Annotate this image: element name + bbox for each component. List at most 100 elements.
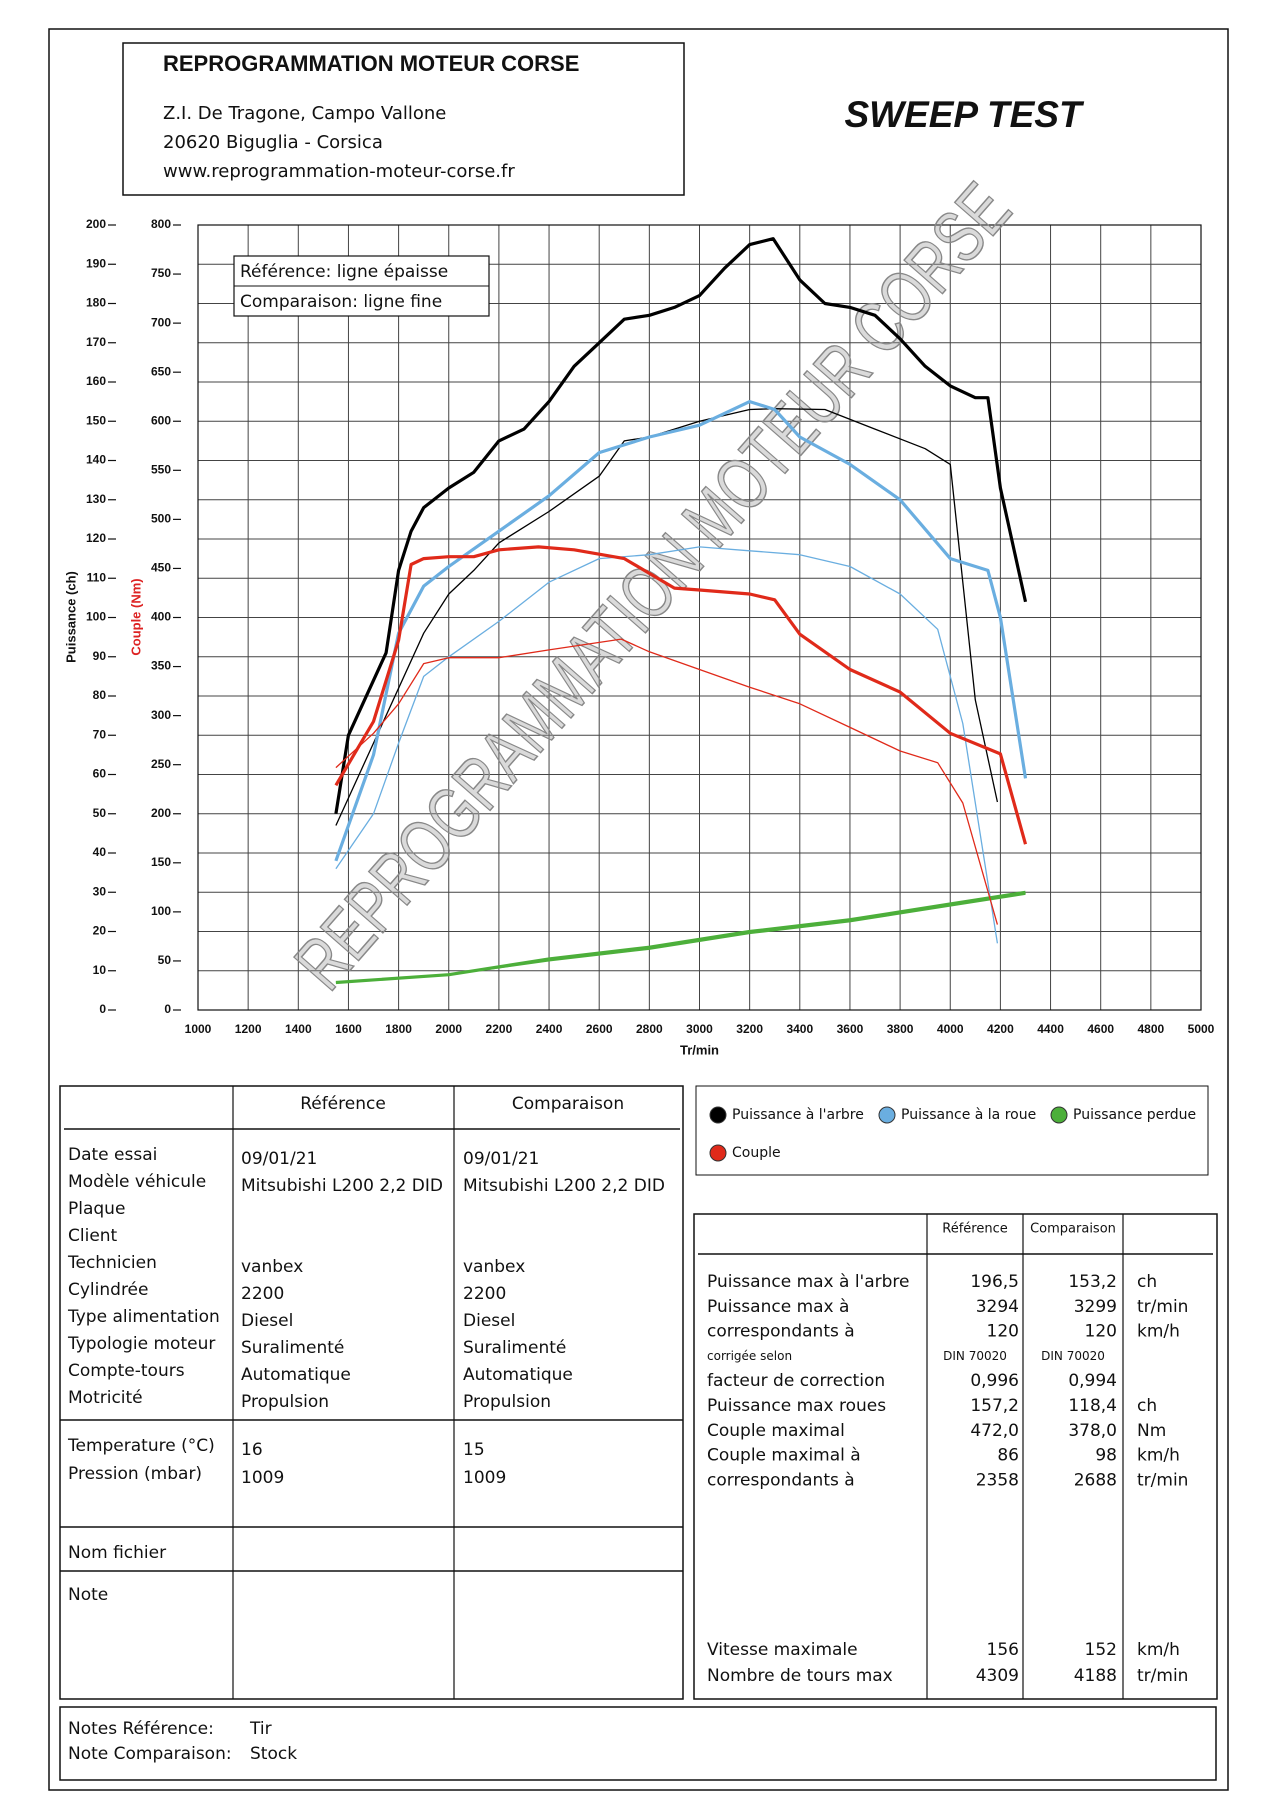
y2-tick-label: 450 bbox=[151, 561, 171, 575]
results-comp: 4188 bbox=[1074, 1666, 1117, 1686]
x-tick-label: 4000 bbox=[937, 1022, 964, 1036]
results-table-box bbox=[693, 1213, 1218, 1700]
x-tick-label: 3600 bbox=[837, 1022, 864, 1036]
curve-comparison bbox=[335, 893, 1026, 984]
info-label: Compte-tours bbox=[68, 1361, 185, 1381]
curve-comparison bbox=[335, 546, 999, 944]
results-label: Puissance max à l'arbre bbox=[707, 1272, 910, 1292]
info-label: Technicien bbox=[67, 1253, 157, 1273]
x-axis-label: Tr/min bbox=[680, 1042, 719, 1057]
results-label: Nombre de tours max bbox=[707, 1666, 893, 1686]
curve-reference bbox=[335, 890, 1026, 985]
y2-tick-label: 650 bbox=[151, 364, 171, 378]
y-tick-label: 100 bbox=[86, 610, 106, 624]
info-value: Propulsion bbox=[463, 1392, 551, 1412]
note-label: Notes Référence: bbox=[68, 1719, 214, 1739]
curve-reference bbox=[334, 545, 1028, 845]
legend-entry: Puissance à la roue bbox=[901, 1107, 1036, 1123]
address-line: Z.I. De Tragone, Campo Vallone bbox=[163, 103, 446, 124]
y-tick-label: 130 bbox=[86, 492, 106, 506]
info-value: 1009 bbox=[463, 1468, 506, 1488]
x-tick-label: 3800 bbox=[887, 1022, 914, 1036]
results-comp: DIN 70020 bbox=[1041, 1349, 1105, 1363]
results-ref: 472,0 bbox=[970, 1421, 1019, 1441]
y2-tick-label: 0 bbox=[164, 1002, 171, 1016]
x-tick-label: 1600 bbox=[335, 1022, 362, 1036]
y2-tick-label: 500 bbox=[151, 512, 171, 526]
company-name: REPROGRAMMATION MOTEUR CORSE bbox=[163, 51, 579, 76]
x-tick-label: 3400 bbox=[786, 1022, 813, 1036]
results-unit: tr/min bbox=[1137, 1470, 1188, 1490]
info-label: Motricité bbox=[68, 1388, 143, 1408]
curve-comparison bbox=[335, 408, 999, 826]
legend-marker bbox=[1050, 1106, 1068, 1124]
y-tick-label: 40 bbox=[93, 845, 107, 859]
info-label: Note bbox=[68, 1585, 108, 1605]
info-label: Pression (mbar) bbox=[68, 1464, 202, 1484]
y-tick-label: 10 bbox=[93, 963, 107, 977]
info-label: Client bbox=[68, 1226, 118, 1246]
info-value: Mitsubishi L200 2,2 DID bbox=[241, 1176, 443, 1196]
results-label: corrigée selon bbox=[707, 1349, 792, 1363]
y2-tick-label: 600 bbox=[151, 413, 171, 427]
y2-tick-label: 200 bbox=[151, 806, 171, 820]
results-ref: 0,996 bbox=[970, 1371, 1019, 1391]
y-tick-label: 20 bbox=[93, 924, 107, 938]
results-label: facteur de correction bbox=[707, 1371, 885, 1391]
info-value: 1009 bbox=[241, 1468, 284, 1488]
results-unit: ch bbox=[1137, 1272, 1157, 1292]
y-tick-label: 0 bbox=[99, 1002, 106, 1016]
address-line: 20620 Biguglia - Corsica bbox=[163, 132, 383, 153]
results-label: correspondants à bbox=[707, 1470, 855, 1490]
results-ref: 120 bbox=[987, 1322, 1019, 1342]
legend-entry: Puissance perdue bbox=[1073, 1107, 1196, 1123]
note-value: Stock bbox=[250, 1744, 297, 1764]
y-tick-label: 190 bbox=[86, 256, 106, 270]
legend-entry: Puissance à l'arbre bbox=[732, 1107, 864, 1123]
info-value: Mitsubishi L200 2,2 DID bbox=[463, 1176, 665, 1196]
results-comp: 0,994 bbox=[1068, 1371, 1117, 1391]
curve-reference bbox=[334, 400, 1028, 862]
info-value: Diesel bbox=[241, 1311, 293, 1331]
legend-box bbox=[695, 1085, 1209, 1176]
results-unit: km/h bbox=[1137, 1322, 1180, 1342]
note-label: Note Comparaison: bbox=[68, 1744, 232, 1764]
x-tick-label: 1000 bbox=[185, 1022, 212, 1036]
x-tick-label: 3200 bbox=[736, 1022, 763, 1036]
results-comp: 152 bbox=[1085, 1640, 1117, 1660]
y-tick-label: 70 bbox=[93, 727, 107, 741]
x-tick-label: 4200 bbox=[987, 1022, 1014, 1036]
results-label: correspondants à bbox=[707, 1322, 855, 1342]
x-tick-label: 2000 bbox=[435, 1022, 462, 1036]
address-line: www.reprogrammation-moteur-corse.fr bbox=[163, 161, 515, 182]
results-ref: 3294 bbox=[976, 1297, 1019, 1317]
y2-tick-label: 50 bbox=[158, 953, 172, 967]
results-ref: 196,5 bbox=[970, 1272, 1019, 1292]
results-unit: km/h bbox=[1137, 1446, 1180, 1466]
legend-marker bbox=[878, 1106, 896, 1124]
results-comp: 3299 bbox=[1074, 1297, 1117, 1317]
note-value: Tir bbox=[249, 1719, 272, 1739]
y-tick-label: 140 bbox=[86, 453, 106, 467]
info-header: Comparaison bbox=[512, 1094, 624, 1114]
results-unit: tr/min bbox=[1137, 1297, 1188, 1317]
results-label: Couple maximal à bbox=[707, 1446, 861, 1466]
y-tick-label: 30 bbox=[93, 884, 107, 898]
info-value: 15 bbox=[463, 1440, 485, 1460]
x-tick-label: 2400 bbox=[536, 1022, 563, 1036]
x-tick-label: 1800 bbox=[385, 1022, 412, 1036]
header-box bbox=[122, 42, 685, 196]
results-label: Puissance max à bbox=[707, 1297, 849, 1317]
x-tick-label: 1400 bbox=[285, 1022, 312, 1036]
y2-tick-label: 750 bbox=[151, 266, 171, 280]
results-ref: 157,2 bbox=[970, 1396, 1019, 1416]
info-label: Temperature (°C) bbox=[67, 1436, 215, 1456]
results-comp: 2688 bbox=[1074, 1470, 1117, 1490]
results-unit: ch bbox=[1137, 1396, 1157, 1416]
info-value: 16 bbox=[241, 1440, 263, 1460]
results-comp: 378,0 bbox=[1068, 1421, 1117, 1441]
line-key-entry: Référence: ligne épaisse bbox=[240, 262, 448, 282]
info-value: vanbex bbox=[463, 1257, 525, 1277]
info-label: Modèle véhicule bbox=[68, 1172, 206, 1192]
results-ref: 86 bbox=[997, 1446, 1019, 1466]
